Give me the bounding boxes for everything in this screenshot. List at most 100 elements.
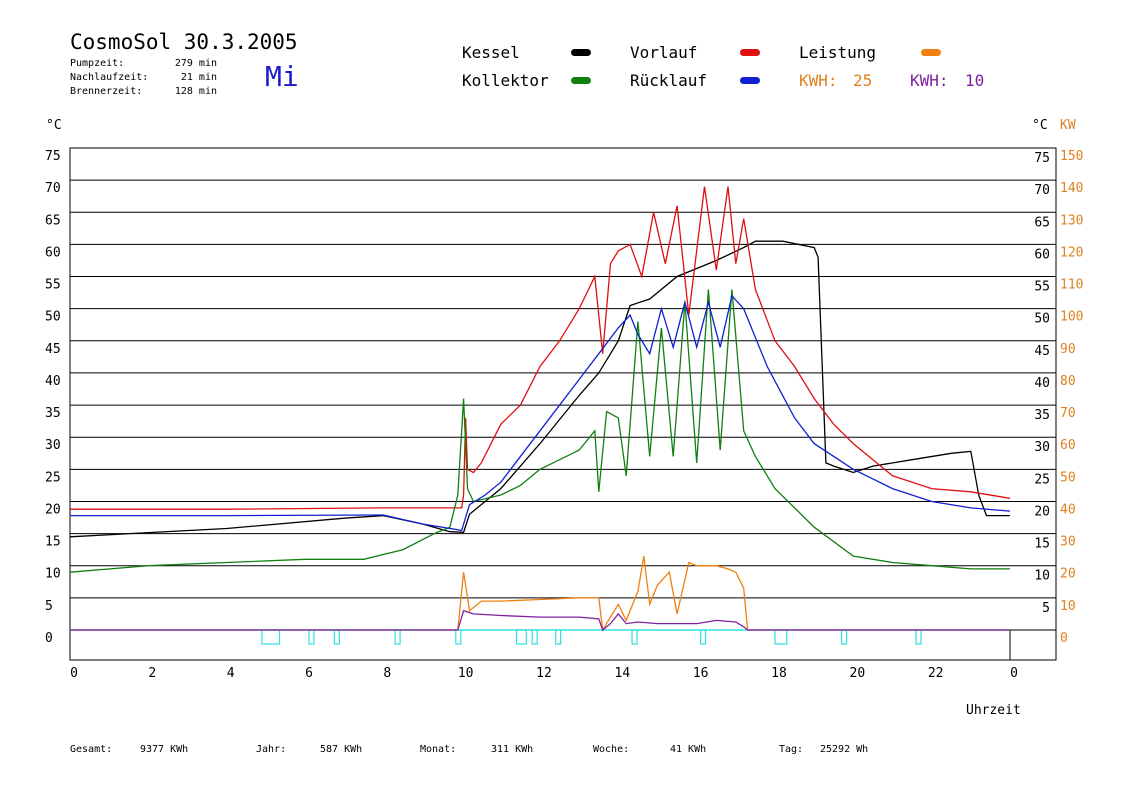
- stat-brennerzeit-label: Brennerzeit:: [70, 86, 143, 97]
- x-tick-label: 12: [536, 666, 552, 681]
- footer-woche-value: 41 KWh: [670, 744, 707, 755]
- y-tick-label-right: 30: [1034, 440, 1050, 455]
- stat-pumpzeit-value: 279 min: [174, 58, 217, 69]
- kwh-purple-label: KWH:: [910, 71, 949, 90]
- pump-marker: [699, 629, 707, 645]
- x-tick-label: 10: [458, 666, 474, 681]
- y-tick-label-left: 60: [45, 245, 61, 260]
- y-tick-label-right: 40: [1034, 376, 1050, 391]
- y-tick-label-left: 70: [45, 181, 61, 196]
- x-tick-label: 18: [771, 666, 787, 681]
- footer-monat-value: 311 KWh: [491, 744, 534, 755]
- y-tick-label-right: 45: [1034, 344, 1050, 359]
- y-tick-label-power: 60: [1060, 438, 1076, 453]
- legend-ruecklauf-label: Rücklauf: [630, 71, 708, 90]
- y-tick-label-left: 0: [45, 631, 53, 646]
- footer-jahr-label: Jahr:: [256, 744, 287, 755]
- footer-gesamt-label: Gesamt:: [70, 744, 113, 755]
- series-line-kessel: [69, 240, 1010, 538]
- x-tick-label: 0: [70, 666, 78, 681]
- stat-brennerzeit-value: 128 min: [174, 86, 217, 97]
- x-tick-label: 4: [227, 666, 235, 681]
- y-tick-label-power: 140: [1060, 181, 1083, 196]
- y-tick-label-power: 80: [1060, 374, 1076, 389]
- y-tick-label-power: 0: [1060, 631, 1068, 646]
- y-tick-label-right: 55: [1034, 280, 1050, 295]
- x-tick-label: 0: [1010, 666, 1018, 681]
- x-tick-label: 2: [148, 666, 156, 681]
- y-tick-label-left: 20: [45, 502, 61, 517]
- y-tick-label-power: 110: [1060, 278, 1083, 293]
- weekday-label: Mi: [265, 60, 299, 93]
- pump-marker: [531, 629, 538, 645]
- kwh-orange-label: KWH:: [799, 71, 838, 90]
- pump-marker: [631, 629, 638, 645]
- series-line-ruecklauf: [70, 294, 1011, 532]
- series-line-kollektor: [69, 289, 1010, 573]
- y-tick-label-power: 30: [1060, 535, 1076, 550]
- legend-vorlauf-label: Vorlauf: [630, 43, 698, 62]
- x-tick-label: 6: [305, 666, 313, 681]
- x-tick-label: 16: [693, 666, 709, 681]
- stat-nachlaufzeit-value: 21 min: [180, 72, 217, 83]
- footer-jahr-value: 587 KWh: [320, 744, 363, 755]
- y-tick-label-left: 40: [45, 374, 61, 389]
- y-tick-label-right: 10: [1034, 569, 1050, 584]
- y-tick-label-power: 50: [1060, 470, 1076, 485]
- series-line-vorlauf: [70, 186, 1011, 510]
- y-tick-label-right: 20: [1034, 504, 1050, 519]
- y-tick-label-left: 30: [45, 438, 61, 453]
- y-tick-label-right: 15: [1034, 537, 1050, 552]
- y-tick-label-left: 25: [45, 470, 61, 485]
- legend-kollektor-swatch: [571, 77, 591, 84]
- y-tick-label-right: 50: [1034, 312, 1050, 327]
- plot-frame: [69, 147, 1057, 661]
- y-tick-label-power: 150: [1060, 149, 1083, 164]
- y-tick-label-left: 45: [45, 342, 61, 357]
- y-tick-label-right: 60: [1034, 247, 1050, 262]
- y-axis-unit-power: KW: [1060, 118, 1076, 133]
- footer-gesamt-value: 9377 KWh: [140, 744, 189, 755]
- y-tick-label-left: 55: [45, 278, 61, 293]
- y-tick-label-power: 120: [1060, 245, 1083, 260]
- y-tick-label-left: 75: [45, 149, 61, 164]
- series-line-kwh: [70, 609, 1010, 632]
- y-tick-label-power: 100: [1060, 310, 1083, 325]
- x-tick-label: 22: [928, 666, 944, 681]
- y-tick-label-left: 35: [45, 406, 61, 421]
- legend-leistung-label: Leistung: [799, 43, 877, 62]
- kwh-orange-value: 25: [853, 71, 873, 90]
- pump-marker: [261, 629, 281, 645]
- series-line-leistung: [70, 555, 1010, 632]
- y-tick-label-left: 15: [45, 535, 61, 550]
- stat-pumpzeit-label: Pumpzeit:: [70, 58, 125, 69]
- x-axis-label: Uhrzeit: [966, 703, 1021, 718]
- y-tick-label-right: 70: [1034, 183, 1050, 198]
- legend-vorlauf-swatch: [740, 49, 760, 56]
- kwh-purple-value: 10: [965, 71, 985, 90]
- pump-marker: [915, 629, 922, 645]
- footer-tag-label: Tag:: [779, 744, 804, 755]
- legend-ruecklauf-swatch: [740, 77, 760, 84]
- pump-marker: [455, 629, 462, 645]
- pump-marker: [774, 629, 788, 645]
- y-tick-label-right: 5: [1042, 601, 1050, 616]
- pump-marker: [515, 629, 527, 645]
- y-tick-label-power: 20: [1060, 567, 1076, 582]
- y-tick-label-power: 70: [1060, 406, 1076, 421]
- y-tick-label-left: 5: [45, 599, 53, 614]
- legend-kollektor-label: Kollektor: [462, 71, 549, 90]
- stat-nachlaufzeit-label: Nachlaufzeit:: [70, 72, 149, 83]
- x-tick-label: 20: [850, 666, 866, 681]
- y-tick-label-right: 35: [1034, 408, 1050, 423]
- y-tick-label-right: 65: [1034, 215, 1050, 230]
- legend-leistung-swatch: [921, 49, 941, 56]
- footer-monat-label: Monat:: [420, 744, 457, 755]
- y-tick-label-power: 130: [1060, 213, 1083, 228]
- y-tick-label-right: 25: [1034, 472, 1050, 487]
- y-tick-label-power: 90: [1060, 342, 1076, 357]
- y-tick-label-left: 10: [45, 567, 61, 582]
- y-tick-label-power: 10: [1060, 599, 1076, 614]
- pump-marker: [394, 629, 401, 645]
- y-tick-label-left: 65: [45, 213, 61, 228]
